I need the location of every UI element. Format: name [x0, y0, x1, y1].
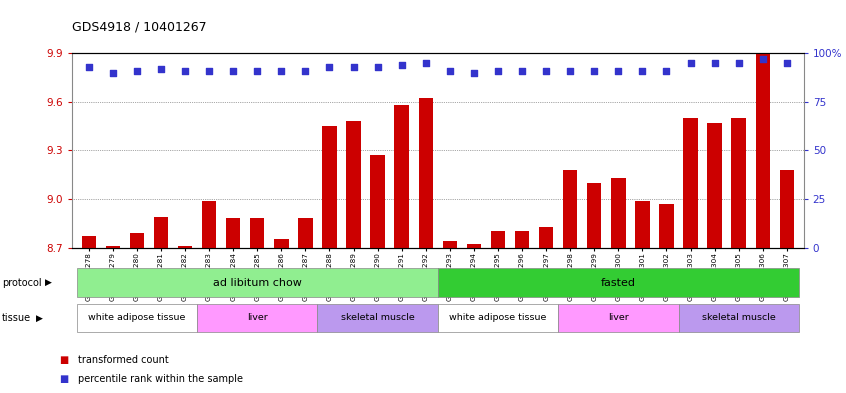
Bar [491, 231, 505, 248]
Bar [442, 241, 457, 248]
Point [179, 68, 192, 74]
Point [732, 60, 745, 66]
Bar [611, 178, 625, 248]
Point [395, 62, 409, 68]
Text: ■: ■ [59, 374, 69, 384]
Text: ■: ■ [59, 354, 69, 365]
Bar [274, 239, 288, 248]
Point [275, 68, 288, 74]
Bar [129, 233, 144, 248]
Bar [298, 219, 313, 248]
Point [587, 68, 601, 74]
Point [82, 64, 96, 70]
Bar [467, 244, 481, 248]
Bar [659, 204, 673, 248]
Text: skeletal muscle: skeletal muscle [702, 314, 776, 322]
Point [492, 68, 505, 74]
Text: percentile rank within the sample: percentile rank within the sample [78, 374, 243, 384]
Bar [371, 155, 385, 248]
Point [154, 66, 168, 72]
Point [708, 60, 722, 66]
Point [130, 68, 144, 74]
Text: fasted: fasted [601, 277, 636, 288]
Bar [106, 246, 120, 248]
Point [635, 68, 649, 74]
Text: tissue: tissue [2, 313, 30, 323]
Point [660, 68, 673, 74]
Bar [755, 42, 770, 248]
Text: protocol: protocol [2, 277, 41, 288]
Point [540, 68, 553, 74]
Bar [322, 126, 337, 248]
Text: skeletal muscle: skeletal muscle [341, 314, 415, 322]
Point [347, 64, 360, 70]
Point [443, 68, 457, 74]
Bar [81, 236, 96, 248]
Bar [346, 121, 360, 248]
Text: transformed count: transformed count [78, 354, 168, 365]
Text: white adipose tissue: white adipose tissue [88, 314, 185, 322]
Bar [587, 183, 602, 248]
Bar [707, 123, 722, 248]
Point [515, 68, 529, 74]
Bar [635, 200, 650, 248]
Bar [732, 118, 746, 248]
Point [467, 69, 481, 75]
Bar [515, 231, 530, 248]
Bar [226, 219, 240, 248]
Point [371, 64, 384, 70]
Bar [154, 217, 168, 248]
Point [563, 68, 577, 74]
Point [227, 68, 240, 74]
Point [419, 60, 432, 66]
Text: ad libitum chow: ad libitum chow [213, 277, 302, 288]
Bar [419, 99, 433, 248]
Point [612, 68, 625, 74]
Bar [563, 170, 578, 248]
Point [756, 56, 770, 62]
Point [250, 68, 264, 74]
Text: white adipose tissue: white adipose tissue [449, 314, 547, 322]
Text: ▶: ▶ [45, 278, 52, 287]
Point [106, 69, 119, 75]
Point [780, 60, 794, 66]
Text: ▶: ▶ [36, 314, 42, 322]
Point [299, 68, 312, 74]
Text: liver: liver [247, 314, 267, 322]
Bar [780, 170, 794, 248]
Point [322, 64, 336, 70]
Point [684, 60, 697, 66]
Bar [178, 246, 192, 248]
Bar [684, 118, 698, 248]
Bar [250, 219, 265, 248]
Bar [202, 200, 217, 248]
Text: GDS4918 / 10401267: GDS4918 / 10401267 [72, 20, 206, 33]
Bar [394, 105, 409, 248]
Text: liver: liver [608, 314, 629, 322]
Bar [539, 226, 553, 248]
Point [202, 68, 216, 74]
